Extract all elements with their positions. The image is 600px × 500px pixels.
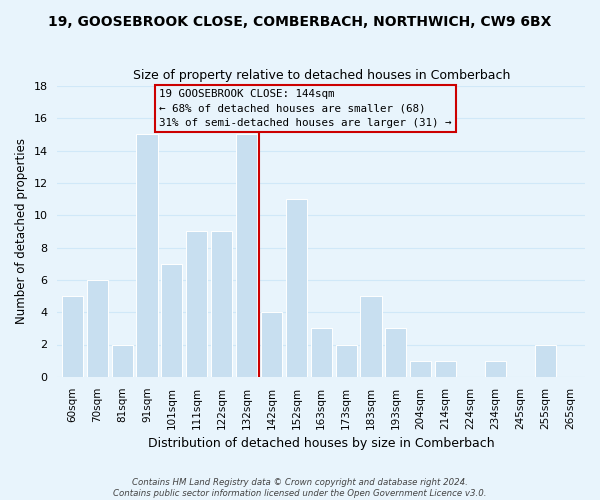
Bar — [186, 232, 208, 377]
Bar — [161, 264, 182, 377]
Bar — [136, 134, 158, 377]
X-axis label: Distribution of detached houses by size in Comberbach: Distribution of detached houses by size … — [148, 437, 494, 450]
Text: 19 GOOSEBROOK CLOSE: 144sqm
← 68% of detached houses are smaller (68)
31% of sem: 19 GOOSEBROOK CLOSE: 144sqm ← 68% of det… — [160, 89, 452, 128]
Bar — [236, 134, 257, 377]
Bar — [435, 360, 456, 377]
Bar — [410, 360, 431, 377]
Bar — [485, 360, 506, 377]
Bar — [535, 344, 556, 377]
Bar — [62, 296, 83, 377]
Text: Contains HM Land Registry data © Crown copyright and database right 2024.
Contai: Contains HM Land Registry data © Crown c… — [113, 478, 487, 498]
Bar — [261, 312, 282, 377]
Bar — [112, 344, 133, 377]
Bar — [361, 296, 382, 377]
Bar — [211, 232, 232, 377]
Bar — [335, 344, 356, 377]
Bar — [86, 280, 108, 377]
Text: 19, GOOSEBROOK CLOSE, COMBERBACH, NORTHWICH, CW9 6BX: 19, GOOSEBROOK CLOSE, COMBERBACH, NORTHW… — [49, 15, 551, 29]
Bar — [286, 199, 307, 377]
Y-axis label: Number of detached properties: Number of detached properties — [15, 138, 28, 324]
Bar — [311, 328, 332, 377]
Title: Size of property relative to detached houses in Comberbach: Size of property relative to detached ho… — [133, 69, 510, 82]
Bar — [385, 328, 406, 377]
